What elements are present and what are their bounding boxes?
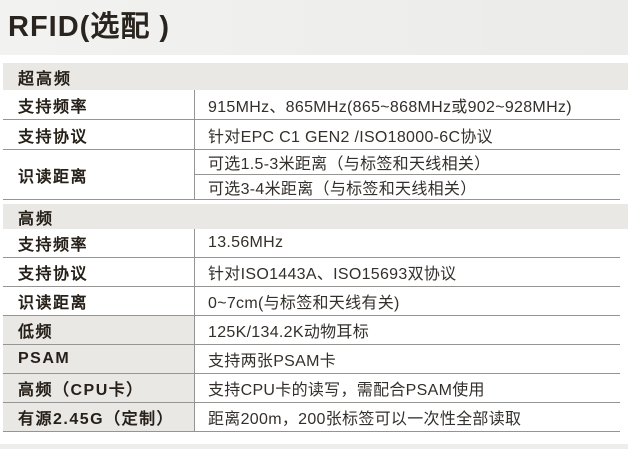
- title-band: RFID(选配 ): [0, 0, 628, 55]
- spec-value: 距离200m，200张标签可以一次性全部读取: [195, 403, 620, 431]
- spec-row: 支持频率 13.56MHz: [3, 229, 620, 258]
- spec-value: 0~7cm(与标签和天线有关): [195, 287, 620, 315]
- spec-value: 125K/134.2K动物耳标: [195, 316, 620, 344]
- spec-value: 13.56MHz: [195, 229, 620, 257]
- spec-row: 高频（CPU卡） 支持CPU卡的读写，需配合PSAM使用: [3, 374, 620, 403]
- spec-value: 可选1.5-3米距离（与标签和天线相关）: [195, 150, 620, 175]
- bottom-band-divider: [0, 444, 628, 449]
- spec-table: 超高频 支持频率 915MHz、865MHz(865~868MHz或902~928M…: [3, 63, 628, 432]
- spec-section: 高频 支持频率 13.56MHz 支持协议 针对ISO1443A、ISO15693双协议…: [3, 204, 628, 432]
- value-stack: 可选1.5-3米距离（与标签和天线相关） 可选3-4米距离（与标签和天线相关）: [195, 150, 620, 199]
- spec-value: 支持CPU卡的读写，需配合PSAM使用: [195, 374, 620, 402]
- spec-row: PSAM 支持两张PSAM卡: [3, 345, 620, 374]
- spec-label: 支持频率: [3, 229, 195, 257]
- spec-label: 高频（CPU卡）: [3, 374, 195, 402]
- spec-row: 识读距离 可选1.5-3米距离（与标签和天线相关） 可选3-4米距离（与标签和天线相…: [3, 150, 620, 200]
- section-rows: 支持频率 13.56MHz 支持协议 针对ISO1443A、ISO15693双协议 识读…: [3, 229, 620, 432]
- spec-value: 针对EPC C1 GEN2 /ISO18000-6C协议: [195, 120, 620, 149]
- spec-row: 识读距离 0~7cm(与标签和天线有关): [3, 287, 620, 316]
- spec-label: 有源2.45G（定制）: [3, 403, 195, 431]
- section-header: 高频: [3, 204, 628, 229]
- spec-value: 支持两张PSAM卡: [195, 345, 620, 373]
- section-header: 超高频: [3, 63, 628, 90]
- spec-label: 识读距离: [3, 150, 195, 199]
- spec-value: 915MHz、865MHz(865~868MHz或902~928MHz): [195, 90, 620, 119]
- section-rows: 支持频率 915MHz、865MHz(865~868MHz或902~928MHz)…: [3, 90, 620, 200]
- spec-row: 支持频率 915MHz、865MHz(865~868MHz或902~928MHz): [3, 90, 620, 120]
- spec-row: 有源2.45G（定制） 距离200m，200张标签可以一次性全部读取: [3, 403, 620, 432]
- spec-value: 针对ISO1443A、ISO15693双协议: [195, 258, 620, 286]
- spec-row: 支持协议 针对EPC C1 GEN2 /ISO18000-6C协议: [3, 120, 620, 150]
- spec-label: 低频: [3, 316, 195, 344]
- spec-label: 识读距离: [3, 287, 195, 315]
- spec-label: PSAM: [3, 345, 195, 373]
- spec-label: 支持频率: [3, 90, 195, 119]
- page-title: RFID(选配 ): [8, 11, 171, 43]
- spec-section: 超高频 支持频率 915MHz、865MHz(865~868MHz或902~928M…: [3, 63, 628, 200]
- spec-label: 支持协议: [3, 120, 195, 149]
- spec-value: 可选3-4米距离（与标签和天线相关）: [195, 175, 620, 199]
- spec-row: 低频 125K/134.2K动物耳标: [3, 316, 620, 345]
- spec-label: 支持协议: [3, 258, 195, 286]
- spec-row: 支持协议 针对ISO1443A、ISO15693双协议: [3, 258, 620, 287]
